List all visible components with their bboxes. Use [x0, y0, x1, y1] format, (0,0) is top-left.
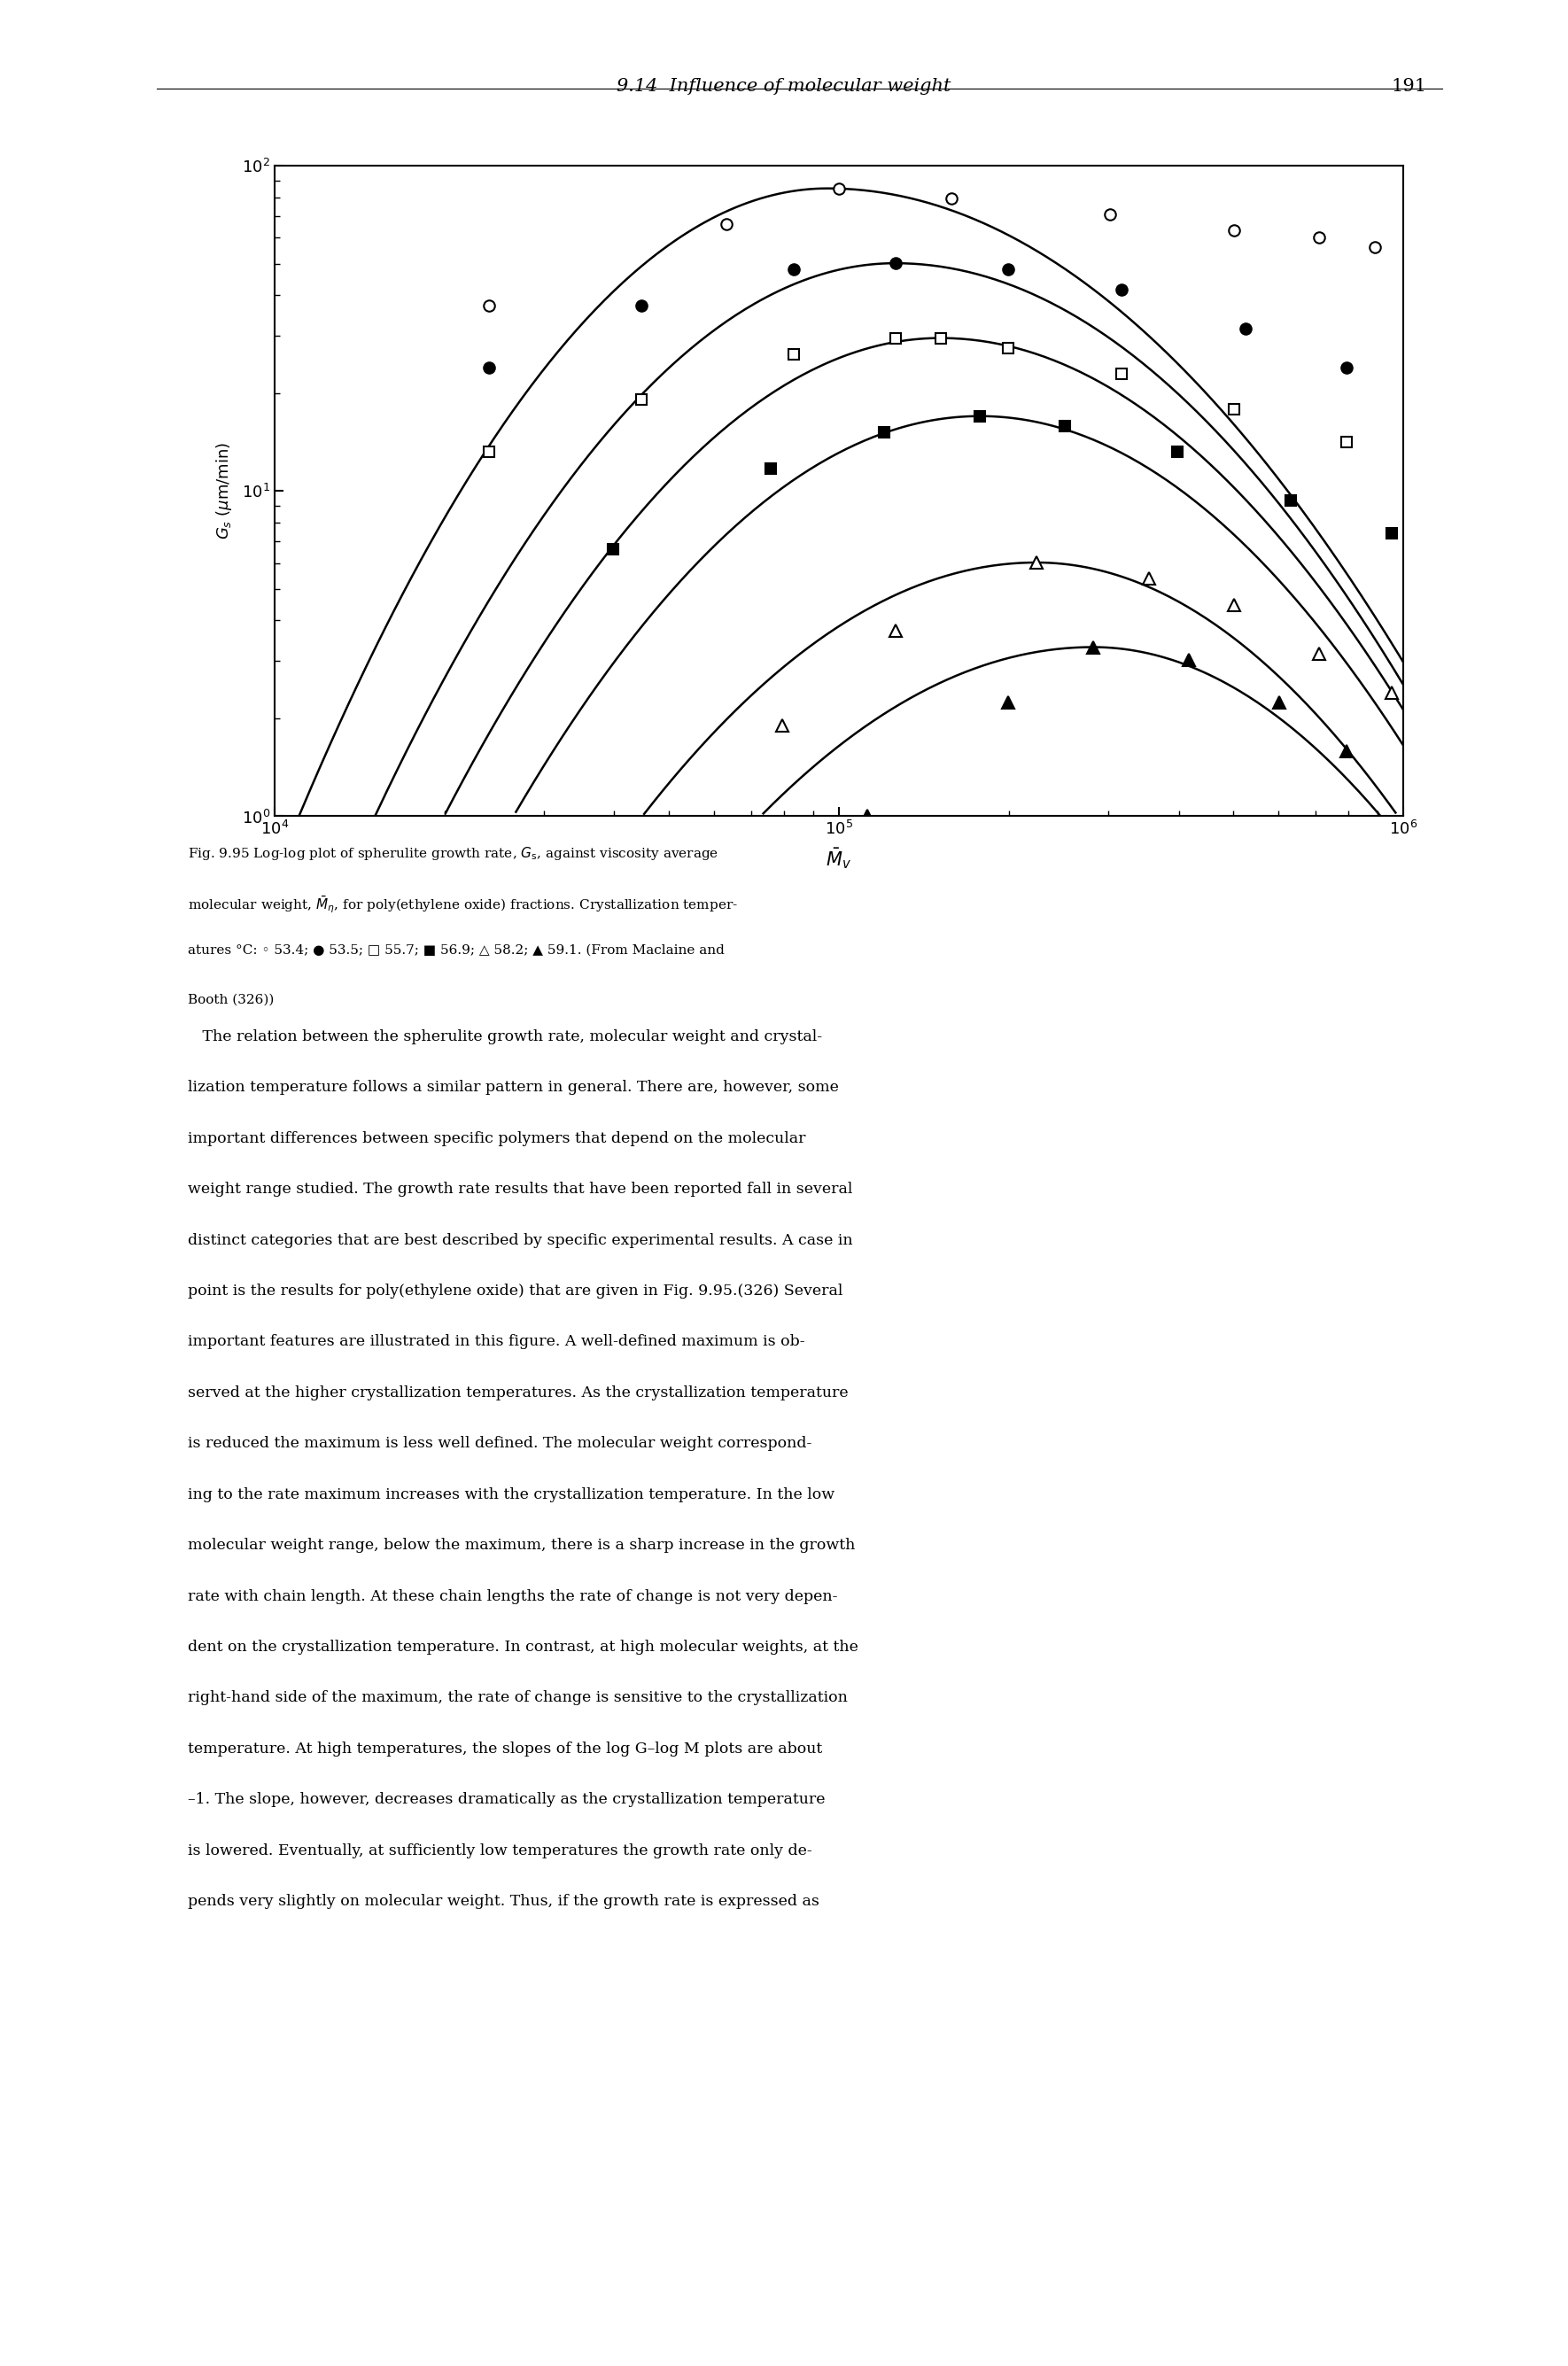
Text: is lowered. Eventually, at sufficiently low temperatures the growth rate only de: is lowered. Eventually, at sufficiently …	[188, 1843, 812, 1857]
Text: 9.14  Influence of molecular weight: 9.14 Influence of molecular weight	[616, 78, 952, 95]
Text: molecular weight range, below the maximum, there is a sharp increase in the grow: molecular weight range, below the maximu…	[188, 1538, 856, 1552]
Text: The relation between the spherulite growth rate, molecular weight and crystal-: The relation between the spherulite grow…	[188, 1029, 823, 1043]
Text: –1. The slope, however, decreases dramatically as the crystallization temperatur: –1. The slope, however, decreases dramat…	[188, 1793, 825, 1808]
Text: Booth (326)): Booth (326))	[188, 994, 274, 1006]
Text: atures °C: ◦ 53.4; ● 53.5; □ 55.7; ■ 56.9; △ 58.2; ▲ 59.1. (From Maclaine and: atures °C: ◦ 53.4; ● 53.5; □ 55.7; ■ 56.…	[188, 944, 724, 956]
Text: pends very slightly on molecular weight. Thus, if the growth rate is expressed a: pends very slightly on molecular weight.…	[188, 1893, 820, 1909]
Text: temperature. At high temperatures, the slopes of the log G–log M plots are about: temperature. At high temperatures, the s…	[188, 1741, 823, 1756]
Text: lization temperature follows a similar pattern in general. There are, however, s: lization temperature follows a similar p…	[188, 1079, 839, 1095]
Text: Fig. 9.95 Log-log plot of spherulite growth rate, $G_\mathrm{s}$, against viscos: Fig. 9.95 Log-log plot of spherulite gro…	[188, 845, 718, 861]
Text: rate with chain length. At these chain lengths the rate of change is not very de: rate with chain length. At these chain l…	[188, 1590, 837, 1604]
Text: important differences between specific polymers that depend on the molecular: important differences between specific p…	[188, 1131, 806, 1145]
X-axis label: $\bar{M}_{v}$: $\bar{M}_{v}$	[826, 845, 851, 871]
Text: weight range studied. The growth rate results that have been reported fall in se: weight range studied. The growth rate re…	[188, 1183, 853, 1197]
Text: point is the results for poly(ethylene oxide) that are given in Fig. 9.95.(326) : point is the results for poly(ethylene o…	[188, 1282, 844, 1299]
Y-axis label: $G_{s}$ ($\mu$m/min): $G_{s}$ ($\mu$m/min)	[215, 442, 234, 539]
Text: 191: 191	[1391, 78, 1427, 95]
Text: dent on the crystallization temperature. In contrast, at high molecular weights,: dent on the crystallization temperature.…	[188, 1640, 859, 1654]
Text: distinct categories that are best described by specific experimental results. A : distinct categories that are best descri…	[188, 1233, 853, 1247]
Text: is reduced the maximum is less well defined. The molecular weight correspond-: is reduced the maximum is less well defi…	[188, 1436, 812, 1450]
Text: right-hand side of the maximum, the rate of change is sensitive to the crystalli: right-hand side of the maximum, the rate…	[188, 1689, 848, 1706]
Text: served at the higher crystallization temperatures. As the crystallization temper: served at the higher crystallization tem…	[188, 1384, 848, 1401]
Text: important features are illustrated in this figure. A well-defined maximum is ob-: important features are illustrated in th…	[188, 1334, 806, 1349]
Text: molecular weight, $\bar{M}_\eta$, for poly(ethylene oxide) fractions. Crystalliz: molecular weight, $\bar{M}_\eta$, for po…	[188, 894, 739, 916]
Text: ing to the rate maximum increases with the crystallization temperature. In the l: ing to the rate maximum increases with t…	[188, 1488, 834, 1502]
